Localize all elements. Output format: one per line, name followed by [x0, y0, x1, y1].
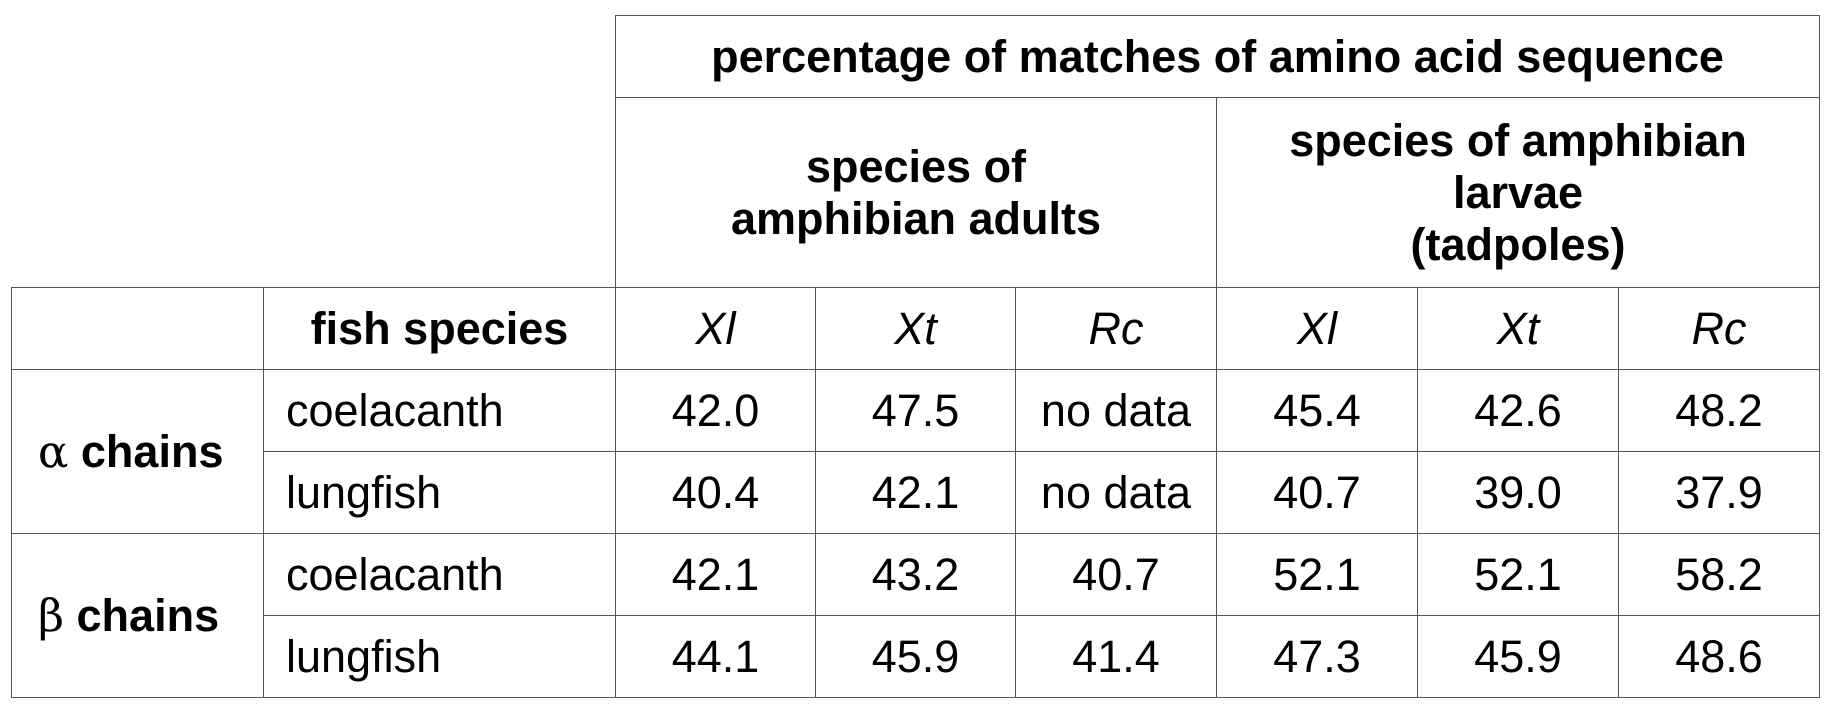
species-header: Rc: [1618, 287, 1820, 370]
species-header: Xt: [1417, 287, 1619, 370]
table-cell: 58.2: [1618, 533, 1820, 616]
table-cell: no data: [1015, 369, 1217, 452]
chain-label-text: chains: [80, 425, 224, 477]
table-cell: 47.5: [815, 369, 1016, 452]
table-cell: 39.0: [1417, 451, 1619, 534]
group-header-line: larvae: [1452, 166, 1584, 218]
table-cell: 42.1: [815, 451, 1016, 534]
table-cell: 52.1: [1417, 533, 1619, 616]
alpha-chains-label: α chains: [11, 369, 264, 534]
table-cell: 48.6: [1618, 615, 1820, 698]
group-header-line: (tadpoles): [1410, 218, 1626, 270]
fish-name: coelacanth: [263, 369, 616, 452]
species-header: Xl: [1216, 287, 1418, 370]
group-header-line: species of: [805, 140, 1027, 192]
amino-acid-match-table: percentage of matches of amino acid sequ…: [11, 15, 1820, 698]
table-row: lungfish 44.1 45.9 41.4 47.3 45.9 48.6: [12, 615, 1820, 698]
table-row: lungfish 40.4 42.1 no data 40.7 39.0 37.…: [12, 451, 1820, 534]
empty-corner-cell: [11, 15, 616, 288]
species-header: Xl: [615, 287, 816, 370]
table-cell: 40.4: [615, 451, 816, 534]
table-cell: 40.7: [1015, 533, 1217, 616]
group-header-line: amphibian adults: [730, 192, 1102, 244]
table-row: α chains coelacanth 42.0 47.5 no data 45…: [11, 369, 1820, 534]
group-header-larvae: species of amphibian larvae (tadpoles): [1216, 97, 1820, 288]
table-cell: 52.1: [1216, 533, 1418, 616]
table-cell: 45.9: [815, 615, 1016, 698]
chain-greek-letter: α: [38, 424, 69, 478]
table-cell: no data: [1015, 451, 1217, 534]
chain-greek-letter: β: [38, 588, 65, 642]
species-header: Rc: [1015, 287, 1217, 370]
fish-species-header: fish species: [263, 287, 616, 370]
chain-label-text: chains: [76, 589, 220, 641]
table-cell: 43.2: [815, 533, 1016, 616]
table-cell: 37.9: [1618, 451, 1820, 534]
fish-name: lungfish: [263, 615, 616, 698]
beta-chains-label: β chains: [11, 533, 264, 698]
table-cell: 40.7: [1216, 451, 1418, 534]
fish-name: lungfish: [263, 451, 616, 534]
table-cell: 45.4: [1216, 369, 1418, 452]
table-cell: 47.3: [1216, 615, 1418, 698]
empty-chain-header-cell: [11, 287, 264, 370]
fish-name: coelacanth: [263, 533, 616, 616]
table-title: percentage of matches of amino acid sequ…: [615, 15, 1820, 98]
table-cell: 42.0: [615, 369, 816, 452]
table-cell: 42.1: [615, 533, 816, 616]
species-header: Xt: [815, 287, 1016, 370]
group-header-line: species of amphibian: [1289, 114, 1747, 166]
table-cell: 41.4: [1015, 615, 1217, 698]
table-cell: 48.2: [1618, 369, 1820, 452]
table-cell: 42.6: [1417, 369, 1619, 452]
table-cell: 45.9: [1417, 615, 1619, 698]
table-row: β chains coelacanth 42.1 43.2 40.7 52.1 …: [11, 533, 1820, 698]
table-cell: 44.1: [615, 615, 816, 698]
group-header-adults: species of amphibian adults: [615, 97, 1217, 288]
